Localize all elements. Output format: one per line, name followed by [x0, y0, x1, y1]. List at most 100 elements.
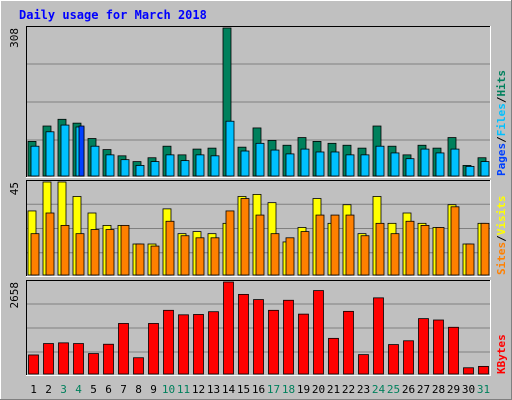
bar-sites-day-28	[435, 227, 445, 276]
bar-kbytes-day-24	[373, 297, 384, 375]
day-label-25: 25	[387, 383, 400, 396]
bar-files-day-24	[375, 145, 385, 177]
bar-kbytes-day-25	[388, 344, 399, 375]
bar-sites-day-2	[45, 212, 55, 276]
legend-entry: Visits	[495, 196, 508, 236]
bar-sites-day-17	[270, 233, 280, 276]
y-axis-max-label: 308	[8, 28, 21, 48]
day-label-21: 21	[327, 383, 340, 396]
bar-files-day-17	[270, 149, 280, 177]
bar-kbytes-day-1	[28, 354, 39, 375]
bar-sites-day-7	[120, 224, 130, 276]
legend-visits-sites: Sites/Visits	[495, 196, 508, 276]
bar-kbytes-day-16	[253, 299, 264, 375]
bar-kbytes-day-4	[73, 343, 84, 375]
bar-kbytes-day-20	[313, 290, 324, 375]
bar-sites-day-6	[105, 229, 115, 276]
legend-entry: Sites	[495, 242, 508, 275]
bar-kbytes-day-19	[298, 313, 309, 375]
day-label-27: 27	[417, 383, 430, 396]
y-axis-max-label: 2658	[8, 282, 21, 309]
bar-sites-day-10	[165, 220, 175, 276]
day-label-7: 7	[120, 383, 127, 396]
bar-kbytes-day-29	[448, 326, 459, 375]
day-label-23: 23	[357, 383, 370, 396]
day-label-1: 1	[30, 383, 37, 396]
legend-kbytes: KBytes	[495, 334, 508, 374]
bar-sites-day-21	[330, 214, 340, 276]
legend-entry: KBytes	[495, 334, 508, 374]
bar-files-day-26	[405, 158, 415, 177]
bar-kbytes-day-9	[148, 323, 159, 375]
day-label-5: 5	[90, 383, 97, 396]
bar-pages-day-4	[78, 125, 85, 177]
bar-files-day-19	[300, 148, 310, 177]
day-label-4: 4	[75, 383, 82, 396]
bar-kbytes-day-31	[478, 365, 489, 375]
bar-files-day-30	[465, 165, 475, 177]
bar-sites-day-11	[180, 235, 190, 276]
bar-kbytes-day-3	[58, 342, 69, 375]
bar-sites-day-4	[75, 233, 85, 276]
bar-files-day-3	[60, 124, 70, 177]
bar-files-day-5	[90, 145, 100, 177]
day-label-14: 14	[222, 383, 236, 396]
bar-sites-day-19	[300, 231, 310, 276]
day-label-31: 31	[477, 383, 490, 396]
bar-files-day-9	[150, 161, 160, 177]
bar-files-day-18	[285, 153, 295, 177]
legend-entry: /	[495, 136, 508, 143]
panel-visits-sites: 45 Sites/Visits	[8, 180, 508, 277]
day-label-16: 16	[252, 383, 265, 396]
y-axis-max-label: 45	[8, 182, 21, 195]
bar-files-day-16	[255, 142, 265, 177]
bar-sites-day-23	[360, 235, 370, 276]
bar-sites-day-5	[90, 229, 100, 276]
day-label-22: 22	[342, 383, 355, 396]
bar-files-day-29	[450, 148, 460, 177]
bar-kbytes-day-12	[193, 314, 204, 375]
day-label-29: 29	[447, 383, 460, 396]
day-label-20: 20	[312, 383, 325, 396]
bar-files-day-1	[30, 145, 40, 177]
bar-files-day-14	[225, 120, 235, 177]
bar-kbytes-day-22	[343, 310, 354, 375]
day-label-24: 24	[372, 383, 386, 396]
day-label-15: 15	[237, 383, 250, 396]
day-label-10: 10	[162, 383, 175, 396]
bar-sites-day-31	[480, 222, 490, 276]
bar-sites-day-15	[240, 198, 250, 276]
legend-entry: Hits	[495, 70, 508, 97]
bar-sites-day-30	[465, 243, 475, 276]
day-label-12: 12	[192, 383, 205, 396]
day-label-26: 26	[402, 383, 415, 396]
bar-files-day-6	[105, 154, 115, 177]
bar-files-day-7	[120, 159, 130, 177]
day-label-17: 17	[267, 383, 280, 396]
legend-entry: Pages	[495, 143, 508, 176]
day-label-3: 3	[60, 383, 67, 396]
x-axis-day-labels: 1 2 3 4 5 6 7 8 9 10 11 12 13 14 15 16 17 18 19 20 21 22 23 24 2…	[30, 383, 490, 396]
chart-title: Daily usage for March 2018	[19, 8, 207, 22]
day-label-11: 11	[177, 383, 190, 396]
bar-kbytes-day-8	[133, 357, 144, 375]
legend-entry: /	[495, 96, 508, 103]
bar-files-day-8	[135, 165, 145, 177]
bar-sites-day-3	[60, 224, 70, 276]
day-label-2: 2	[45, 383, 52, 396]
panel-kbytes: 2658 KBytes	[8, 280, 508, 376]
bar-kbytes-day-15	[238, 293, 249, 375]
bar-files-day-20	[315, 151, 325, 177]
bar-sites-day-16	[255, 214, 265, 276]
bar-kbytes-day-7	[118, 323, 129, 375]
bar-sites-day-18	[285, 237, 295, 276]
bar-sites-day-27	[420, 224, 430, 276]
legend-entry: /	[495, 235, 508, 242]
bar-kbytes-day-18	[283, 299, 294, 375]
day-label-30: 30	[462, 383, 475, 396]
bar-sites-day-13	[210, 237, 220, 276]
bar-files-day-23	[360, 154, 370, 177]
bar-kbytes-day-27	[418, 318, 429, 375]
